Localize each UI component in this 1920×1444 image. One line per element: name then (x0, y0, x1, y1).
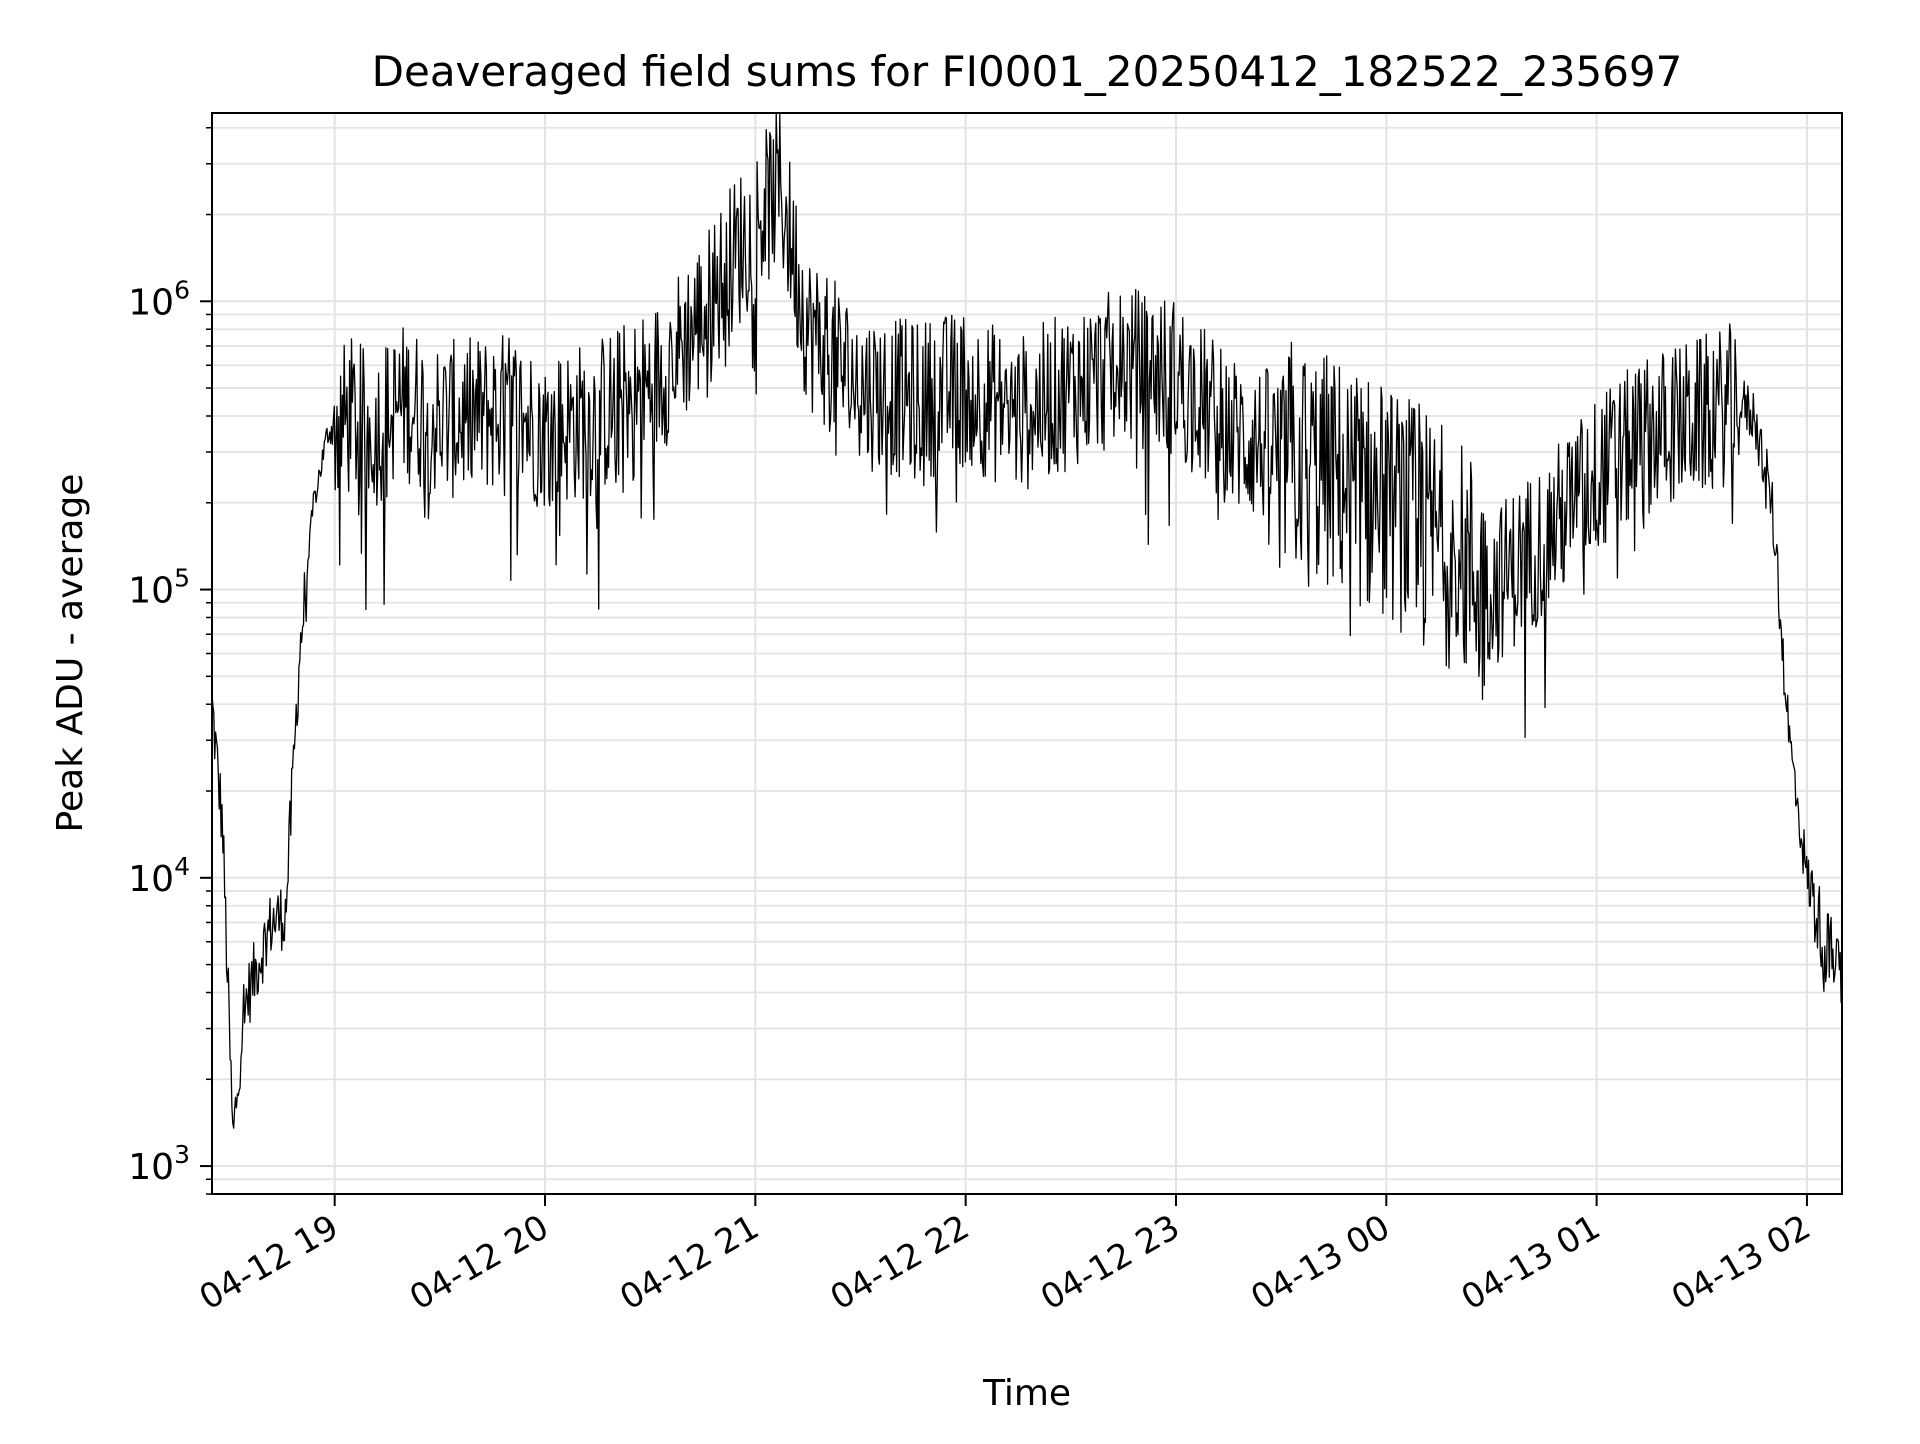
y-tick-label: 105 (128, 564, 190, 612)
grid (212, 113, 1842, 1195)
chart-title: Deaveraged field sums for FI0001_2025041… (372, 47, 1683, 96)
y-axis-label: Peak ADU - average (50, 474, 91, 833)
x-axis-label: Time (982, 1373, 1071, 1414)
y-tick-label: 106 (128, 275, 190, 323)
y-tick-label: 103 (128, 1140, 190, 1188)
series-line (212, 113, 1842, 1129)
y-tick-label: 104 (128, 852, 190, 900)
